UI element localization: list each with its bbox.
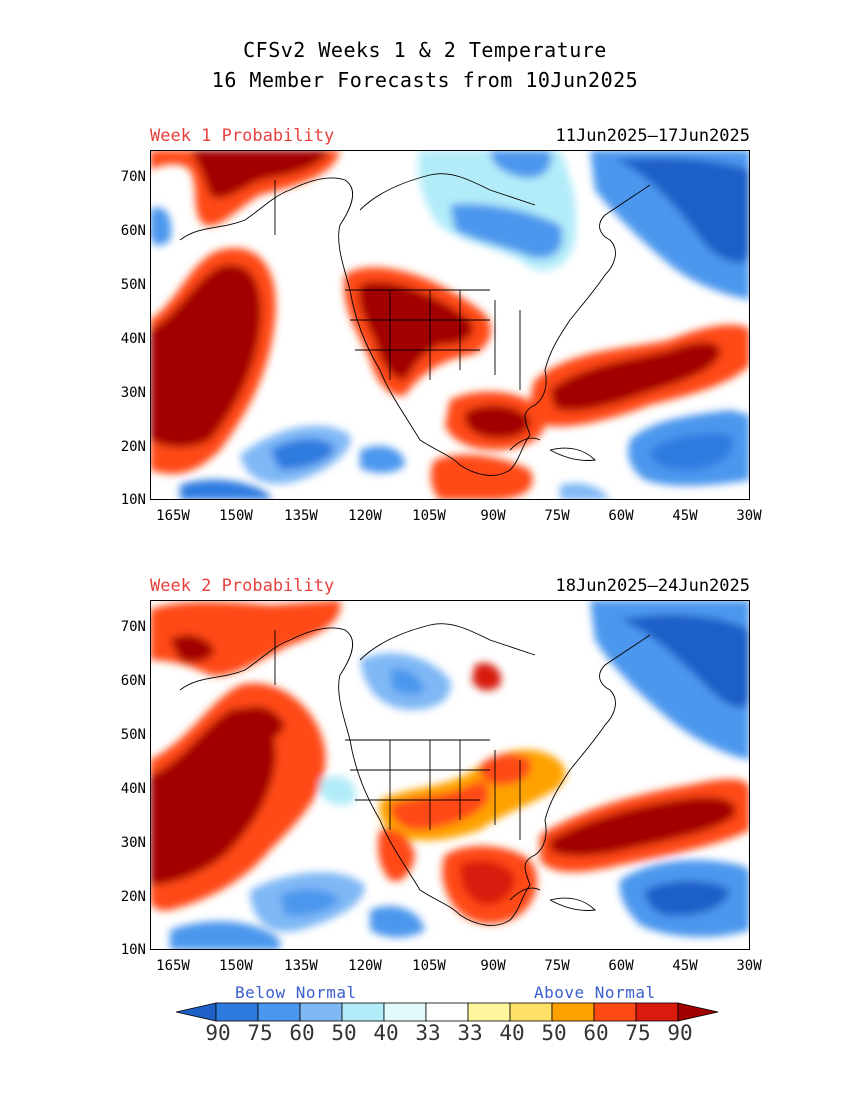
week2-lat-30n: 30N — [120, 835, 146, 851]
legend-value: 33 — [415, 1021, 441, 1045]
legend-color-box — [257, 1002, 301, 1022]
legend-value: 60 — [289, 1021, 315, 1045]
week2-lat-40n: 40N — [120, 781, 146, 797]
week2-lon-135w: 135W — [284, 958, 318, 974]
week1-lat-60n: 60N — [120, 223, 146, 239]
week2-lon-90w: 90W — [480, 958, 506, 974]
week1-lat-10n: 10N — [120, 492, 146, 508]
legend-color-box — [509, 1002, 553, 1022]
week1-lon-120w: 120W — [348, 508, 382, 524]
week2-lat-10n: 10N — [120, 942, 146, 958]
week1-lon-135w: 135W — [284, 508, 318, 524]
legend-arrow-below — [176, 1002, 217, 1022]
week1-lon-150w: 150W — [219, 508, 253, 524]
week1-lon-75w: 75W — [544, 508, 570, 524]
week1-label: Week 1 Probability — [150, 126, 335, 146]
legend-value: 40 — [373, 1021, 399, 1045]
week1-dates: 11Jun2025—17Jun2025 — [555, 126, 750, 146]
legend-color-box — [635, 1002, 679, 1022]
legend-value: 75 — [625, 1021, 651, 1045]
legend-below-normal: Below Normal — [235, 983, 357, 1002]
legend-value: 50 — [541, 1021, 567, 1045]
week2-lon-45w: 45W — [672, 958, 698, 974]
legend-color-box — [341, 1002, 385, 1022]
week2-lon-150w: 150W — [219, 958, 253, 974]
week2-map — [150, 600, 750, 950]
legend-arrow-above — [677, 1002, 719, 1022]
legend-value: 40 — [499, 1021, 525, 1045]
legend-color-box — [383, 1002, 427, 1022]
legend-value: 60 — [583, 1021, 609, 1045]
chart-title-line1: CFSv2 Weeks 1 & 2 Temperature — [243, 38, 607, 62]
legend-value: 90 — [667, 1021, 693, 1045]
week1-map — [150, 150, 750, 500]
week1-lon-45w: 45W — [672, 508, 698, 524]
legend-value: 33 — [457, 1021, 483, 1045]
legend-color-box — [299, 1002, 343, 1022]
week2-lat-70n: 70N — [120, 619, 146, 635]
week2-lon-30w: 30W — [736, 958, 762, 974]
week2-label: Week 2 Probability — [150, 576, 335, 596]
week2-lon-105w: 105W — [412, 958, 446, 974]
week1-lon-90w: 90W — [480, 508, 506, 524]
legend-color-box — [425, 1002, 469, 1022]
legend-above-normal: Above Normal — [534, 983, 656, 1002]
chart-title-line2: 16 Member Forecasts from 10Jun2025 — [211, 68, 639, 92]
week2-lat-60n: 60N — [120, 673, 146, 689]
legend-color-box — [593, 1002, 637, 1022]
week2-lat-20n: 20N — [120, 889, 146, 905]
legend-color-box — [215, 1002, 259, 1022]
week2-lon-165w: 165W — [156, 958, 190, 974]
legend-color-box — [551, 1002, 595, 1022]
week2-lon-75w: 75W — [544, 958, 570, 974]
week1-lon-105w: 105W — [412, 508, 446, 524]
legend-value: 75 — [247, 1021, 273, 1045]
week1-lon-30w: 30W — [736, 508, 762, 524]
legend-value: 50 — [331, 1021, 357, 1045]
legend-value: 90 — [205, 1021, 231, 1045]
week1-lat-50n: 50N — [120, 277, 146, 293]
week2-lon-60w: 60W — [608, 958, 634, 974]
week2-lon-120w: 120W — [348, 958, 382, 974]
legend-color-box — [467, 1002, 511, 1022]
week2-dates: 18Jun2025—24Jun2025 — [555, 576, 750, 596]
week1-lat-70n: 70N — [120, 169, 146, 185]
week2-lat-50n: 50N — [120, 727, 146, 743]
week1-lon-165w: 165W — [156, 508, 190, 524]
color-legend-bar — [176, 1002, 719, 1022]
week1-lat-20n: 20N — [120, 439, 146, 455]
week1-lat-40n: 40N — [120, 331, 146, 347]
week1-lat-30n: 30N — [120, 385, 146, 401]
week1-lon-60w: 60W — [608, 508, 634, 524]
